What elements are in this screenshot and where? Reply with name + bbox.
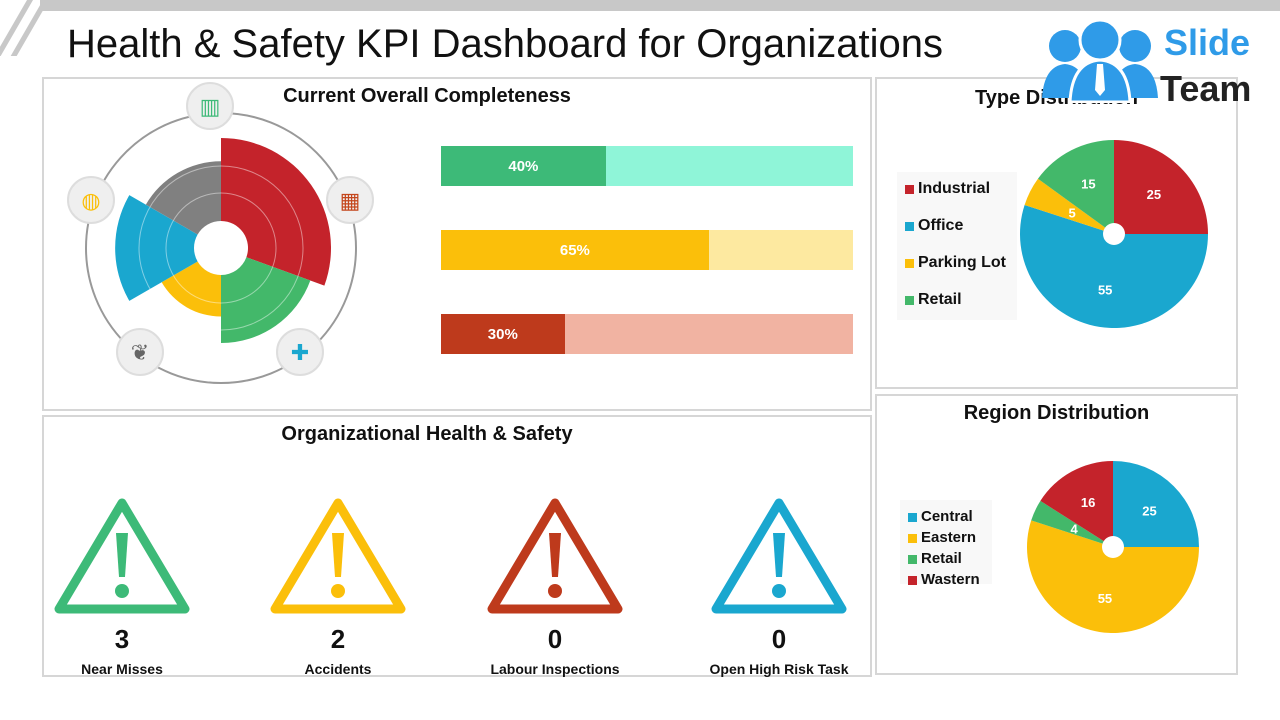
progress-label: 40% — [508, 157, 539, 175]
warning-triangle-icon — [711, 498, 847, 614]
binders-icon: ▥ — [186, 82, 234, 130]
pie-slice — [1114, 140, 1208, 234]
pie-data-label: 5 — [1069, 206, 1076, 221]
panel-title: Region Distribution — [963, 402, 1150, 424]
logo-slide-text: Slide — [1164, 22, 1251, 63]
page-title: Health & Safety KPI Dashboard for Organi… — [67, 22, 944, 66]
pie-data-label: 4 — [1070, 522, 1078, 537]
warning-triangle-icon — [487, 498, 623, 614]
panel-title: Current Overall Completeness — [283, 85, 571, 107]
polar-gridline — [165, 192, 277, 304]
legend-swatch — [908, 513, 917, 522]
pie-data-label: 25 — [1147, 187, 1161, 202]
polar-gridline — [138, 165, 304, 331]
legend-item: Retail — [908, 550, 992, 571]
pie-data-label: 15 — [1081, 177, 1095, 192]
svg-text:▥: ▥ — [200, 94, 221, 119]
polar-segment — [161, 261, 221, 317]
kpi-value: 0 — [547, 624, 563, 654]
polar-segment — [221, 138, 331, 286]
legend-swatch — [905, 259, 914, 268]
legend-item: Central — [908, 508, 992, 529]
top-decor-bar — [40, 0, 1280, 11]
pie-hole — [1103, 223, 1125, 245]
pie-slice — [1113, 461, 1199, 547]
polar-segment — [221, 257, 311, 344]
legend-label: Office — [918, 217, 964, 234]
pie-slice — [1031, 500, 1113, 547]
progress-bar: 30% — [441, 314, 853, 354]
legend-label: Retail — [918, 291, 962, 308]
progress-label: 65% — [559, 241, 590, 259]
kpi-card: 3 Near Misses — [42, 495, 202, 677]
kpi-value: 2 — [330, 624, 346, 654]
kpi-label: Accidents — [304, 661, 372, 677]
kpi-card: 2 Accidents — [258, 495, 418, 677]
pie-slice — [1026, 520, 1199, 634]
people-icon — [1042, 18, 1158, 103]
pie-legend: Central Eastern Retail Wastern — [900, 500, 992, 588]
warning-triangle-icon — [270, 498, 406, 614]
progress-bar: 40% — [441, 146, 853, 186]
legend-swatch — [908, 555, 917, 564]
kpi-card: 0 Labour Inspections — [475, 495, 635, 677]
pie-data-label: 16 — [1081, 495, 1095, 510]
legend-swatch — [905, 222, 914, 231]
legend-label: Retail — [921, 550, 962, 567]
svg-text:▦: ▦ — [340, 188, 361, 213]
polar-area-chart: ▥ ▦ ✚ ❦ ◍ — [67, 82, 374, 384]
legend-label: Eastern — [921, 529, 977, 546]
warning-triangle-icon — [54, 498, 190, 614]
legend-swatch — [908, 576, 917, 585]
legend-item: Parking Lot — [905, 254, 1017, 291]
svg-text:❦: ❦ — [131, 340, 149, 365]
pie-slice — [1040, 461, 1113, 547]
panel-title: Organizational Health & Safety — [281, 423, 573, 445]
legend-label: Central — [921, 508, 973, 525]
polar-segment — [145, 161, 221, 235]
pie-legend: Industrial Office Parking Lot Retail — [897, 172, 1017, 320]
pie-slice — [1020, 204, 1208, 328]
legend-item: Eastern — [908, 529, 992, 550]
kpi-label: Labour Inspections — [490, 661, 620, 677]
legend-swatch — [905, 185, 914, 194]
legend-item: Wastern — [908, 571, 992, 592]
leaf-icon: ❦ — [116, 328, 164, 376]
legend-label: Parking Lot — [918, 254, 1007, 271]
kpi-value: 0 — [771, 624, 787, 654]
progress-bar-fill: 30% — [441, 314, 565, 354]
pie-data-label: 55 — [1098, 591, 1112, 606]
legend-label: Industrial — [918, 180, 991, 197]
legend-item: Industrial — [905, 180, 1017, 217]
progress-bar-fill: 40% — [441, 146, 606, 186]
kpi-label: Near Misses — [81, 661, 163, 677]
legend-label: Wastern — [921, 571, 980, 588]
progress-bar-fill: 65% — [441, 230, 709, 270]
legend-item: Office — [905, 217, 1017, 254]
pie-data-label: 55 — [1098, 283, 1112, 298]
logo-team-text: Team — [1160, 68, 1252, 109]
kpi-label: Open High Risk Task — [709, 661, 849, 677]
first-aid-kit-icon: ✚ — [276, 328, 324, 376]
pie-data-label: 25 — [1142, 504, 1156, 519]
pie-slice — [1037, 140, 1114, 234]
polar-segment — [115, 195, 198, 301]
org-health-panel: Organizational Health & Safety — [42, 415, 872, 677]
progress-label: 30% — [487, 325, 518, 343]
kpi-value: 3 — [114, 624, 130, 654]
pie-hole — [1102, 536, 1124, 558]
kpi-card: 0 Open High Risk Task — [699, 495, 859, 677]
progress-bar: 65% — [441, 230, 853, 270]
slideteam-logo: Slide Team — [1040, 18, 1280, 109]
svg-text:◍: ◍ — [81, 188, 100, 213]
pie-slice — [1024, 178, 1114, 234]
globe-icon: ◍ — [67, 176, 115, 224]
legend-swatch — [905, 296, 914, 305]
legend-item: Retail — [905, 291, 1017, 328]
svg-text:✚: ✚ — [291, 340, 309, 365]
hospital-building-icon: ▦ — [326, 176, 374, 224]
legend-swatch — [908, 534, 917, 543]
